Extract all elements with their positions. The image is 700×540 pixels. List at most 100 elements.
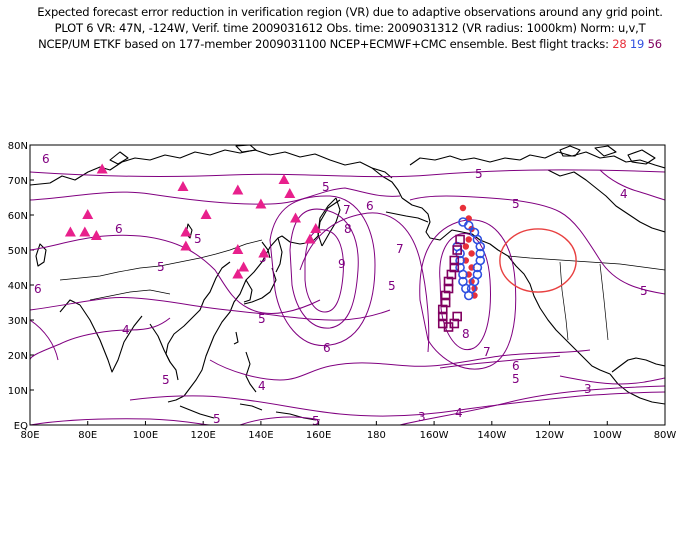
track-label-blue: 19 (629, 37, 645, 51)
contour-label: 4 (122, 323, 130, 337)
longitude-tick-labels: 80E 80E 100E 120E 140E 160E 180 160W 140W 120W 100… (20, 421, 676, 441)
longitude-label: 120E (190, 430, 215, 441)
contour-label: 8 (462, 327, 470, 341)
contour-label: 5 (322, 180, 330, 194)
latitude-label: 50N (8, 246, 28, 257)
raob-site-triangle (304, 233, 316, 244)
flight-track-28-point (465, 236, 472, 243)
contour-label: 6 (115, 222, 123, 236)
contour-label: 4 (620, 187, 628, 201)
raob-site-triangle (310, 223, 322, 233)
flight-track-56-point (452, 311, 462, 322)
contour-label: 5 (157, 260, 165, 274)
title-line-3-prefix: NCEP/UM ETKF based on 177-member 2009031… (38, 37, 613, 51)
flight-track-19-point (472, 262, 483, 273)
contour-labels: 6 5 5 5 6 7 6 8 9 7 5 5 4 6 5 7 8 6 5 5 … (34, 152, 648, 428)
flight-tracks (437, 204, 486, 332)
contour-label: 5 (312, 414, 320, 428)
raob-site-triangle (180, 226, 192, 237)
flight-track-56-point (449, 255, 460, 266)
contour-label: 5 (475, 167, 483, 181)
longitude-label: 80E (78, 430, 97, 441)
contour-label: 6 (42, 152, 50, 166)
latitude-label: 30N (8, 316, 28, 327)
contour-label: 5 (162, 373, 170, 387)
flight-track-56-point (446, 269, 457, 280)
flight-track-28-point (468, 250, 475, 257)
flight-track-56-point (443, 276, 454, 287)
longitude-label: 160W (420, 430, 449, 441)
longitude-label: 80W (654, 430, 677, 441)
contour-label: 5 (194, 232, 202, 246)
flight-track-56-point (452, 245, 462, 255)
contour-label: 5 (640, 284, 648, 298)
latitude-label: 40N (8, 281, 28, 292)
contour-label: 3 (584, 382, 592, 396)
flight-track-56-point (449, 262, 460, 273)
raob-site-triangle (232, 184, 244, 195)
track-label-red: 28 (612, 37, 627, 51)
contour-label: 6 (34, 282, 42, 296)
contour-label: 4 (455, 406, 463, 420)
political-borders (59, 239, 665, 341)
flight-track-28-point (459, 204, 467, 212)
latitude-label: 10N (8, 386, 28, 397)
contour-label: 3 (418, 410, 426, 424)
raob-site-triangle (284, 188, 296, 198)
raob-site-triangle (82, 209, 94, 219)
coastlines (30, 145, 665, 421)
flight-track-19-point (475, 248, 486, 259)
flight-track-56-point (440, 297, 451, 308)
contour-label: 5 (213, 412, 221, 426)
contour-label: 6 (366, 199, 374, 213)
latitude-label: EQ (14, 421, 28, 432)
latitude-label: 80N (8, 141, 28, 152)
contour-label: 5 (512, 197, 520, 211)
radiosonde-sites (64, 163, 322, 279)
flight-track-56-point (449, 318, 460, 329)
flight-track-19-point (455, 255, 465, 266)
contour-label: 6 (512, 359, 520, 373)
longitude-label: 100W (593, 430, 622, 441)
flight-track-56-point (455, 234, 465, 245)
longitude-label: 160E (306, 430, 331, 441)
contour-label: 9 (338, 257, 346, 271)
flight-track-56-point (443, 283, 454, 294)
raob-site-triangle (238, 261, 250, 272)
raob-site-triangle (177, 181, 189, 191)
raob-site-triangle (232, 268, 244, 279)
flight-track-19-point (455, 262, 465, 273)
raob-site-triangle (290, 212, 302, 223)
contour-label: 5 (512, 372, 520, 386)
verification-region (499, 228, 577, 293)
longitude-label: 100E (133, 430, 158, 441)
longitude-label: 140E (248, 430, 273, 441)
raob-site-triangle (79, 226, 91, 237)
raob-site-triangle (96, 163, 108, 174)
raob-site-triangle (200, 209, 212, 219)
latitude-label: 60N (8, 211, 28, 222)
plot-frame (29, 144, 666, 426)
contour-label: 7 (483, 345, 491, 359)
raob-site-triangle (255, 198, 267, 209)
longitude-label: 140W (477, 430, 506, 441)
latitude-label: 20N (8, 351, 28, 362)
raob-site-triangle (90, 230, 102, 240)
contour-label: 4 (258, 379, 266, 393)
raob-site-triangle (278, 174, 290, 184)
raob-site-triangle (258, 247, 270, 258)
chart-title-line-1: Expected forecast error reduction in ver… (37, 5, 663, 19)
longitude-label: 120W (535, 430, 564, 441)
longitude-label: 80E (20, 430, 39, 441)
flight-track-19-point (458, 276, 468, 287)
flight-track-19-point (463, 220, 474, 231)
raob-site-triangle (180, 240, 192, 251)
contour-label: 7 (396, 242, 404, 256)
longitude-label: 180 (367, 430, 386, 441)
chart-title-line-3: NCEP/UM ETKF based on 177-member 2009031… (0, 37, 700, 51)
contour-label: 8 (344, 222, 352, 236)
flight-track-56-point (437, 311, 448, 322)
contour-label: 7 (343, 203, 351, 217)
verification-region-circle (499, 228, 577, 293)
